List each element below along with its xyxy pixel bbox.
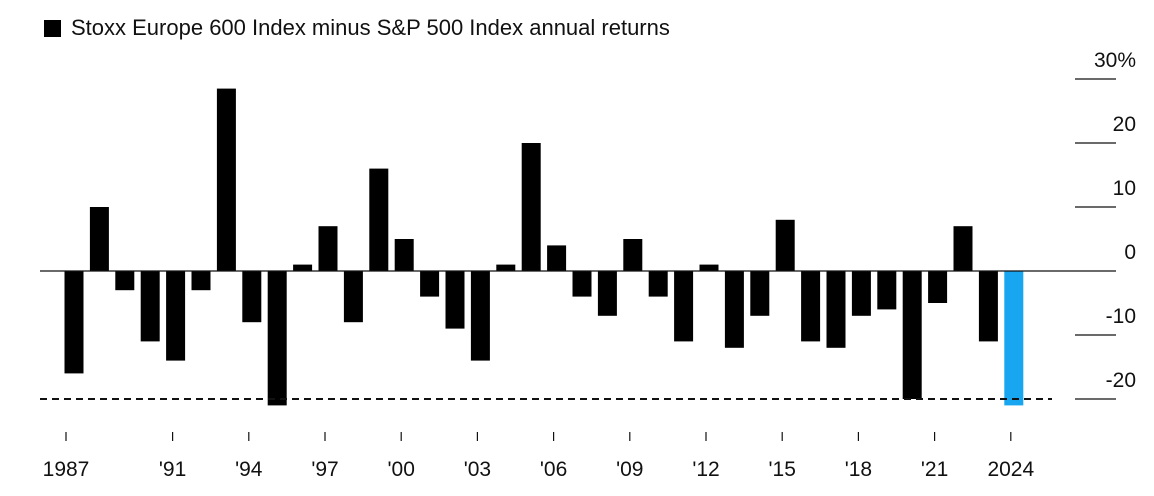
- bar-2024-highlight: [1004, 271, 1024, 406]
- chart-title: Stoxx Europe 600 Index minus S&P 500 Ind…: [71, 15, 670, 40]
- bar-2003: [470, 271, 490, 361]
- bars-layer: [64, 88, 1024, 406]
- y-axis-tick-label-minus-20: -20: [1106, 369, 1136, 392]
- bar-2016: [801, 271, 821, 342]
- bar-2023: [978, 271, 998, 342]
- bar-2011: [674, 271, 694, 342]
- bar-1990: [140, 271, 160, 342]
- y-axis-tick-label-30: 30%: [1094, 49, 1136, 72]
- x-axis-tick-label-2024: 2024: [987, 458, 1034, 481]
- x-axis-tick-label-1997: '97: [311, 458, 338, 481]
- bar-2009: [623, 239, 643, 271]
- x-axis-tick-label-1991: '91: [159, 458, 186, 481]
- legend-swatch: [44, 19, 61, 37]
- bar-1991: [166, 271, 186, 361]
- bar-1992: [191, 271, 211, 291]
- x-axis-tick-label-2021: '21: [921, 458, 948, 481]
- chart-legend: Stoxx Europe 600 Index minus S&P 500 Ind…: [44, 14, 670, 42]
- x-axis-tick-label-2003: '03: [464, 458, 491, 481]
- bar-2018: [851, 271, 871, 316]
- x-axis-tick-label-2009: '09: [616, 458, 643, 481]
- x-axis-tick-label-2000: '00: [388, 458, 415, 481]
- bar-2001: [420, 271, 440, 297]
- bar-2002: [445, 271, 465, 329]
- bar-2015: [775, 219, 795, 271]
- bar-2006: [547, 245, 567, 271]
- bar-2013: [724, 271, 744, 348]
- bar-2019: [877, 271, 897, 310]
- x-axis-tick-label-1994: '94: [235, 458, 263, 481]
- bar-1995: [267, 271, 287, 406]
- x-axis-tick-label-2006: '06: [540, 458, 567, 481]
- bar-2017: [826, 271, 846, 348]
- bar-2004: [496, 264, 516, 271]
- x-axis-tick-label-1987: 1987: [43, 458, 90, 481]
- bar-1994: [242, 271, 262, 323]
- y-axis-tick-label-10: 10: [1113, 177, 1136, 200]
- x-axis-tick-label-2015: '15: [769, 458, 796, 481]
- bar-2010: [648, 271, 668, 297]
- bar-1997: [318, 226, 338, 271]
- bar-2012: [699, 264, 719, 271]
- bar-1998: [343, 271, 363, 323]
- bar-2008: [597, 271, 617, 316]
- bar-2020: [902, 271, 922, 399]
- bar-2007: [572, 271, 592, 297]
- bar-1993: [216, 88, 236, 271]
- bar-2022: [953, 226, 973, 271]
- bar-1989: [115, 271, 135, 291]
- bar-2021: [928, 271, 948, 303]
- bar-2005: [521, 143, 541, 271]
- y-axis-tick-label-minus-10: -10: [1106, 305, 1136, 328]
- y-axis-tick-label-20: 20: [1113, 113, 1136, 136]
- bar-1999: [369, 168, 389, 271]
- bar-1996: [293, 264, 313, 271]
- bar-1987: [64, 271, 84, 374]
- y-axis-tick-label-0: 0: [1124, 241, 1136, 264]
- bar-2000: [394, 239, 414, 271]
- x-axis-tick-label-2018: '18: [845, 458, 872, 481]
- bar-1988: [89, 207, 109, 271]
- x-axis-tick-label-2012: '12: [692, 458, 719, 481]
- axis-layer: 30% 20 10 0 -10 -20 1987 '91 '94 '97 '00 '03 '06 '09 '…: [40, 49, 1136, 481]
- bar-2014: [750, 271, 770, 316]
